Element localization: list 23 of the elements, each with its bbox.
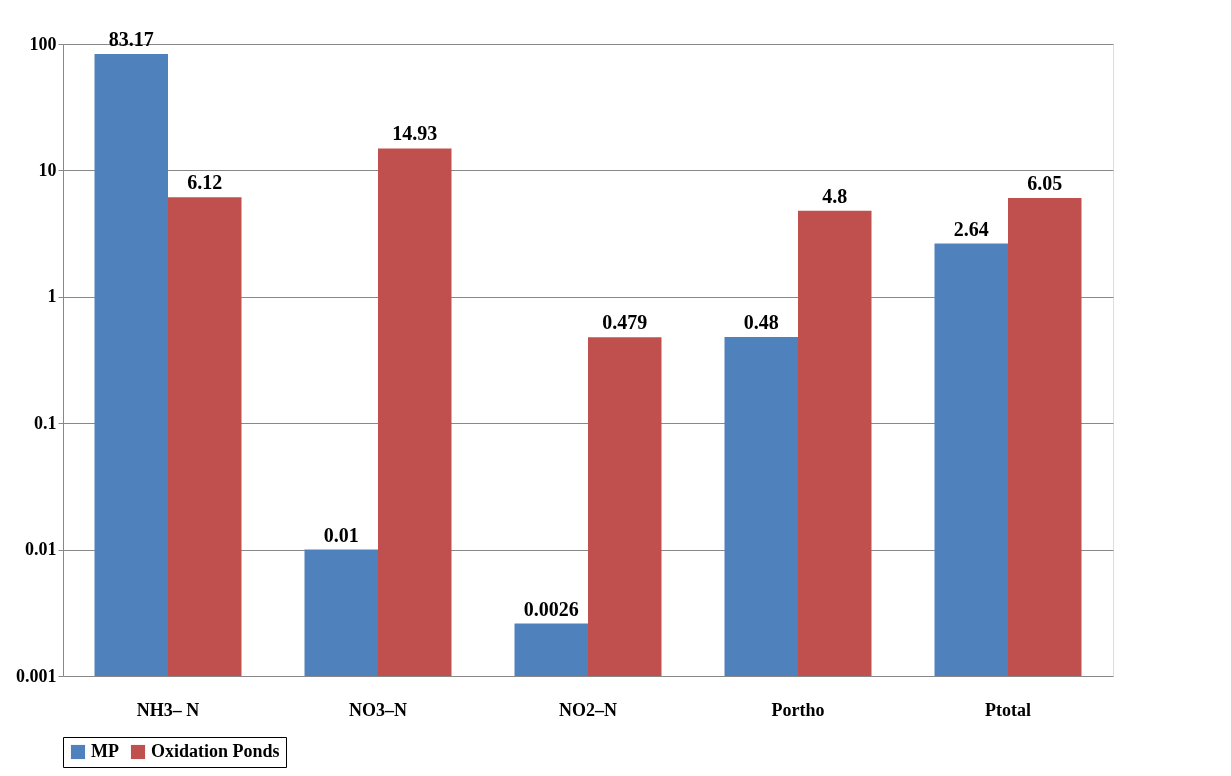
data-label: 14.93 — [392, 122, 438, 145]
data-label: 0.0026 — [523, 597, 579, 620]
data-label: 6.12 — [187, 171, 223, 194]
data-label: 0.01 — [323, 523, 359, 546]
y-tick-label: 0.1 — [34, 412, 57, 433]
y-tick-label: 0.01 — [25, 539, 57, 560]
legend-label: MP — [91, 741, 119, 761]
data-label: 0.479 — [602, 311, 648, 334]
x-tick-label: Ptotal — [985, 699, 1031, 720]
y-tick-label: 0.001 — [16, 665, 57, 686]
x-tick-label: NH3– N — [136, 699, 200, 720]
data-label: 0.48 — [743, 311, 779, 334]
y-tick-label: 100 — [29, 33, 57, 54]
x-tick-label: Portho — [771, 699, 825, 720]
x-tick-label: NO3–N — [349, 699, 407, 720]
y-tick-label: 1 — [47, 286, 57, 307]
y-tick-label: 10 — [38, 159, 57, 180]
data-label: 83.17 — [108, 28, 154, 51]
data-label: 4.8 — [822, 184, 848, 207]
legend-label: Oxidation Ponds — [151, 741, 280, 761]
data-label: 2.64 — [953, 217, 989, 240]
x-tick-label: NO2–N — [559, 699, 617, 720]
data-label: 6.05 — [1027, 171, 1063, 194]
